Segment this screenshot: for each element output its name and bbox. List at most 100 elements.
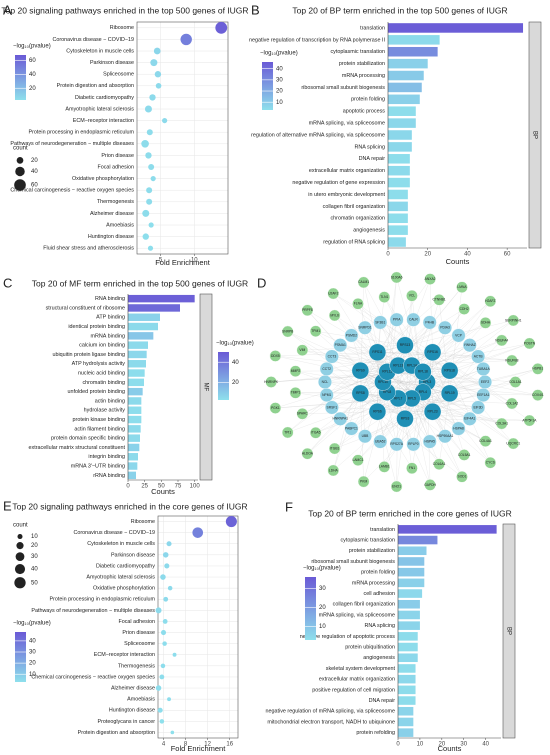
panel-letter: E (3, 498, 12, 513)
panel-frame (136, 21, 229, 255)
facet-strip (502, 523, 516, 739)
node (451, 421, 466, 436)
node-label: VCL (409, 294, 416, 298)
category-label: Amoebiasis (106, 222, 134, 228)
category-label: translation (370, 527, 395, 533)
node-label: SF3B1 (375, 320, 385, 324)
category-label: Spliceosome (124, 641, 155, 647)
category-label: Coronavirus disease − COVID−19 (53, 37, 135, 43)
dot (146, 129, 153, 136)
category-label: negative regulation of apoptotic process (300, 634, 396, 640)
node (309, 325, 322, 338)
node (368, 343, 387, 361)
category-label: apoptotic process (343, 109, 386, 115)
node (440, 361, 459, 380)
category-label: RNA splicing (364, 623, 395, 629)
node-label: ANXA2 (425, 277, 436, 281)
node (423, 403, 442, 421)
node (438, 429, 453, 444)
bar (398, 599, 420, 609)
node-label: PDIA3 (440, 326, 450, 330)
category-label: ATP hydrolysis activity (72, 361, 126, 367)
node-label: EIF3D (473, 405, 483, 409)
bar (388, 118, 416, 128)
node-label: HSP90AA1 (437, 434, 454, 438)
node-label: SOD1 (458, 475, 467, 479)
node (424, 479, 436, 491)
category-label: extracellular matrix structural constitu… (29, 445, 126, 451)
node-label: H2AFZ (485, 299, 495, 303)
colorbar-title: −log₁₀(pvalue) (260, 51, 298, 57)
node-label: MMP2 (291, 369, 301, 373)
category-label: negative regulation of mRNA splicing, vi… (266, 709, 395, 715)
node (479, 317, 492, 329)
x-tick-label: 5 (159, 258, 163, 264)
bar (388, 130, 412, 140)
category-label: protein refolding (356, 730, 395, 736)
category-label: Pathways of neurodegeneration − multiple… (31, 608, 155, 614)
node (495, 417, 508, 430)
edge (411, 368, 538, 399)
category-label: Focal adhesion (118, 619, 155, 625)
edge (432, 411, 463, 477)
dot (166, 541, 172, 547)
node (406, 312, 421, 327)
category-label: Diabetic cardiomyopathy (96, 563, 155, 569)
node-label: PGK1 (271, 406, 280, 410)
edge (287, 331, 423, 393)
category-label: regulation of RNA splicing (323, 239, 385, 245)
node-label: EIF4A1 (464, 417, 475, 421)
node (296, 408, 309, 420)
chart-title: Top 20 of BP term enriched in the core g… (308, 508, 511, 518)
category-label: collagen fibril organization (323, 204, 385, 210)
bar (398, 567, 425, 577)
facet-label: BP (505, 627, 511, 635)
bar (398, 685, 416, 695)
node-label: RPL8 (383, 390, 391, 394)
node-label: RPL19 (445, 391, 455, 395)
bar (128, 406, 142, 414)
category-label: Prion disease (122, 630, 155, 636)
edge (307, 365, 412, 454)
colorbar-tick-label: 10 (29, 672, 36, 678)
node (301, 304, 314, 317)
node (328, 309, 341, 322)
category-label: ECM−receptor interaction (94, 652, 155, 658)
bar (398, 632, 418, 641)
node-label: DDX5 (271, 354, 280, 358)
dot (180, 33, 192, 46)
dot (145, 152, 152, 159)
edge (340, 392, 388, 419)
x-tick-label: 10 (417, 742, 424, 748)
category-label: nucleic acid binding (78, 370, 125, 376)
node-label: RPS8 (356, 391, 365, 395)
size-legend-dot (15, 166, 25, 177)
colorbar-tick-label: 10 (276, 100, 283, 106)
node-label: CCT2 (322, 367, 331, 371)
x-tick-label: 60 (504, 252, 511, 258)
category-label: ribosomal small subunit biogenesis (301, 85, 385, 91)
node-label: RPL7 (394, 396, 402, 400)
category-label: calcium ion binding (79, 343, 125, 349)
bar (388, 35, 440, 45)
category-label: rRNA binding (93, 473, 125, 479)
category-label: Spliceosome (103, 72, 134, 78)
node (269, 402, 282, 414)
edge (438, 393, 450, 465)
bar (388, 23, 524, 33)
node (368, 403, 387, 421)
edge (315, 381, 383, 433)
size-legend-dot (16, 542, 24, 550)
bar (388, 46, 438, 57)
node (422, 315, 437, 330)
bar (398, 621, 420, 630)
category-label: unfolded protein binding (67, 389, 125, 395)
node (451, 328, 466, 343)
bar (398, 589, 423, 598)
edge (287, 331, 406, 419)
node-label: RPL11 (382, 370, 392, 374)
bar (388, 165, 410, 176)
node-label: COL5A1 (458, 453, 471, 457)
x-axis-label: Counts (438, 744, 462, 753)
